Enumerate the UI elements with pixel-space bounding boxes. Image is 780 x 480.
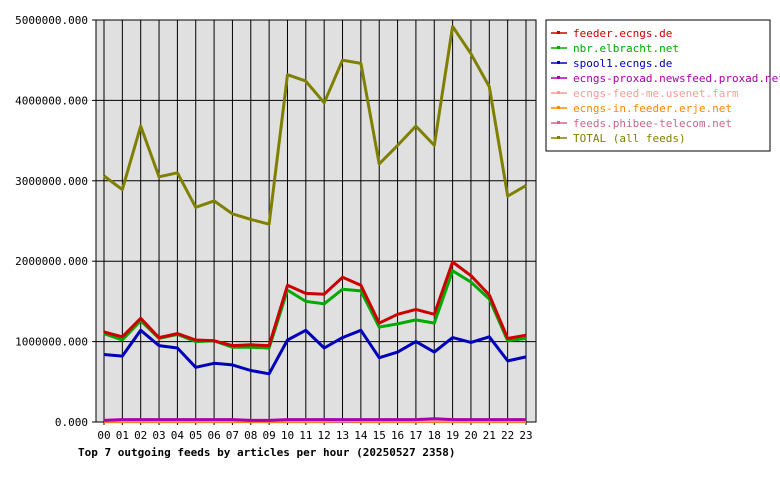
legend-marker-feeder-ecngs-de [557, 31, 560, 34]
legend-label-ecngs-feed-me-usenet-farm: ecngs-feed-me.usenet.farm [573, 87, 739, 100]
y-axis-ticks: 0.000 1000000.000 2000000.000 3000000.000 40… [15, 14, 96, 429]
x-tick-label: 20 [464, 429, 477, 442]
x-tick-label: 10 [281, 429, 294, 442]
legend-marker-feeds-phibee-telecom-net [557, 121, 560, 124]
x-tick-label: 15 [373, 429, 386, 442]
series-lines [103, 24, 527, 424]
series-line-total-all-feeds [103, 24, 527, 226]
x-tick-label: 12 [318, 429, 331, 442]
legend-label-feeds-phibee-telecom-net: feeds.phibee-telecom.net [573, 117, 732, 130]
legend-marker-ecngs-in-feeder-erje-net [557, 106, 560, 109]
x-tick-label: 22 [501, 429, 514, 442]
x-tick-label: 00 [97, 429, 110, 442]
legend-marker-total-all-feeds [557, 136, 560, 139]
y-tick-label: 0.000 [55, 416, 88, 429]
legend-marker-spool1-ecngs-de [557, 61, 560, 64]
chart-title: Top 7 outgoing feeds by articles per hou… [78, 446, 456, 459]
x-tick-label: 17 [409, 429, 422, 442]
x-tick-label: 04 [171, 429, 185, 442]
x-tick-label: 16 [391, 429, 404, 442]
legend-marker-ecngs-proxad-newsfeed-proxad-net [557, 76, 560, 79]
legend-box [545, 19, 771, 152]
series-line-feeder-ecngs-de [103, 260, 527, 348]
y-tick-label: 4000000.000 [15, 94, 88, 107]
legend-label-nbr-elbracht-net: nbr.elbracht.net [573, 42, 679, 55]
x-tick-label: 21 [483, 429, 496, 442]
x-tick-label: 18 [428, 429, 441, 442]
legend: feeder.ecngs.de nbr.elbracht.net spool1.ec… [545, 19, 780, 152]
legend-label-ecngs-proxad-newsfeed-proxad-net: ecngs-proxad.newsfeed.proxad.net [573, 72, 780, 85]
x-tick-label: 19 [446, 429, 459, 442]
x-tick-label: 09 [263, 429, 276, 442]
x-axis-ticks: 00 01 02 03 04 05 06 07 08 09 10 11 12 13 14 15 16 17 18 19… [97, 422, 533, 442]
series-line-spool1-ecngs-de [103, 328, 527, 376]
x-tick-label: 05 [189, 429, 202, 442]
legend-label-ecngs-in-feeder-erje-net: ecngs-in.feeder.erje.net [573, 102, 732, 115]
y-tick-label: 1000000.000 [15, 336, 88, 349]
y-tick-label: 2000000.000 [15, 255, 88, 268]
x-tick-label: 23 [519, 429, 532, 442]
plot-background [95, 19, 537, 423]
x-tick-label: 11 [299, 429, 312, 442]
series-line-ecngs-proxad-newsfeed-proxad-net [103, 417, 526, 422]
legend-label-feeder-ecngs-de: feeder.ecngs.de [573, 27, 672, 40]
legend-marker-ecngs-feed-me-usenet-farm [557, 91, 560, 94]
legend-marker-nbr-elbracht-net [557, 46, 560, 49]
x-tick-label: 14 [354, 429, 368, 442]
x-tick-label: 07 [226, 429, 239, 442]
x-tick-label: 08 [244, 429, 257, 442]
x-tick-label: 06 [207, 429, 220, 442]
y-tick-label: 3000000.000 [15, 175, 88, 188]
x-tick-label: 01 [116, 429, 129, 442]
legend-label-total-all-feeds: TOTAL (all feeds) [573, 132, 686, 145]
x-tick-label: 02 [134, 429, 147, 442]
x-tick-label: 03 [152, 429, 165, 442]
legend-label-spool1-ecngs-de: spool1.ecngs.de [573, 57, 672, 70]
y-tick-label: 5000000.000 [15, 14, 88, 27]
x-tick-label: 13 [336, 429, 349, 442]
